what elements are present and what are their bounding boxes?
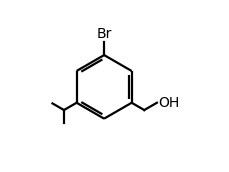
Text: OH: OH xyxy=(158,96,179,110)
Text: Br: Br xyxy=(96,27,112,41)
